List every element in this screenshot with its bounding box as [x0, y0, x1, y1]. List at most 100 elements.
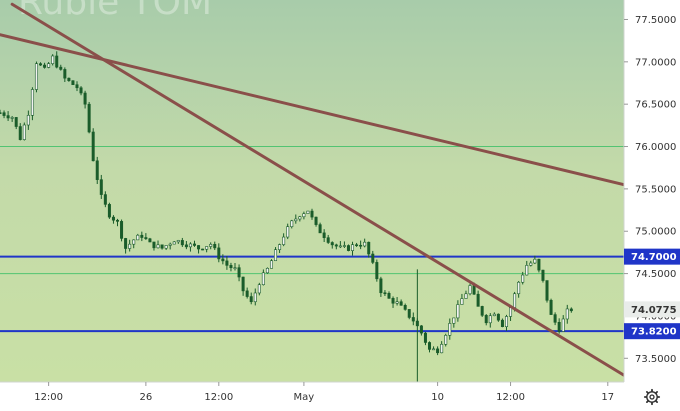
candle: [99, 174, 103, 199]
y-tick-label: 74.5000: [635, 269, 676, 280]
candle: [213, 241, 217, 251]
candle: [120, 219, 124, 242]
candle: [116, 218, 120, 227]
candle: [492, 312, 496, 317]
candle: [278, 243, 282, 254]
candle: [43, 62, 47, 69]
candle: [432, 346, 436, 351]
candle: [83, 90, 87, 109]
candle: [197, 245, 201, 254]
candle: [111, 215, 115, 224]
candle: [225, 255, 229, 270]
candle: [306, 210, 310, 214]
candle: [172, 241, 176, 245]
candle: [59, 64, 63, 71]
candle: [448, 318, 452, 340]
gear-icon[interactable]: [643, 388, 661, 406]
x-tick-label: 10: [431, 392, 444, 403]
candle: [537, 258, 541, 273]
candle: [269, 259, 273, 269]
candle: [290, 219, 294, 229]
candle: [184, 241, 188, 250]
x-tick-label: 12:00: [204, 392, 233, 403]
candle: [399, 299, 403, 306]
candle: [229, 262, 233, 272]
candle: [140, 231, 144, 242]
price-axis[interactable]: [624, 0, 680, 382]
candle: [338, 241, 342, 249]
candle: [334, 243, 338, 250]
candle: [403, 303, 407, 311]
candle: [209, 242, 213, 250]
candle: [302, 211, 306, 220]
candle: [395, 297, 399, 306]
price-tag: 74.0775: [624, 301, 680, 318]
candle: [245, 287, 249, 299]
candle: [419, 325, 423, 336]
candle: [107, 202, 111, 219]
candle: [164, 245, 168, 251]
candle: [314, 216, 318, 227]
candle: [452, 317, 456, 328]
candle: [488, 313, 492, 328]
candle: [217, 243, 221, 263]
candle: [124, 237, 128, 254]
candle: [351, 241, 355, 256]
candle: [363, 238, 367, 248]
candle: [192, 240, 196, 247]
candle: [282, 233, 286, 247]
candle: [249, 292, 253, 305]
candle: [521, 271, 525, 285]
candle: [55, 51, 59, 69]
candle: [71, 80, 75, 86]
candle: [0, 109, 2, 114]
candle: [367, 241, 371, 258]
y-tick-label: 75.0000: [635, 227, 676, 238]
candle: [144, 233, 148, 240]
candle: [136, 233, 140, 241]
candle: [342, 241, 346, 248]
candle: [75, 81, 79, 92]
candle: [30, 87, 34, 121]
candle: [257, 282, 261, 296]
candle: [168, 242, 172, 250]
candle: [529, 260, 533, 267]
candle: [318, 222, 322, 234]
y-tick-label: 77.5000: [635, 15, 676, 26]
candle: [517, 280, 521, 298]
candle: [180, 237, 184, 247]
candle: [504, 314, 508, 331]
watermark: Rubie TOM: [18, 0, 212, 23]
candle: [484, 314, 488, 326]
candle: [2, 110, 6, 119]
candle: [34, 61, 38, 93]
candle: [103, 191, 107, 208]
candle: [6, 111, 10, 121]
candle: [95, 156, 99, 185]
candle: [188, 242, 192, 252]
candle: [294, 214, 298, 224]
y-tick-label: 75.5000: [635, 184, 676, 195]
svg-text:74.7000: 74.7000: [631, 252, 677, 263]
candle: [132, 239, 136, 249]
candle: [205, 246, 209, 253]
candle: [440, 341, 444, 354]
candle: [221, 254, 225, 265]
trendline[interactable]: [10, 2, 626, 377]
candle: [460, 293, 464, 305]
time-axis[interactable]: [0, 382, 624, 411]
candle: [444, 333, 448, 347]
candle: [549, 298, 553, 315]
candle: [533, 255, 537, 265]
candle: [148, 237, 152, 243]
candle: [274, 247, 278, 262]
candle: [298, 215, 302, 222]
candle: [39, 62, 43, 66]
candle: [355, 242, 359, 247]
candle: [346, 244, 350, 252]
candle: [22, 122, 26, 141]
candle: [480, 305, 484, 317]
candle: [541, 269, 545, 283]
candle: [553, 312, 557, 326]
